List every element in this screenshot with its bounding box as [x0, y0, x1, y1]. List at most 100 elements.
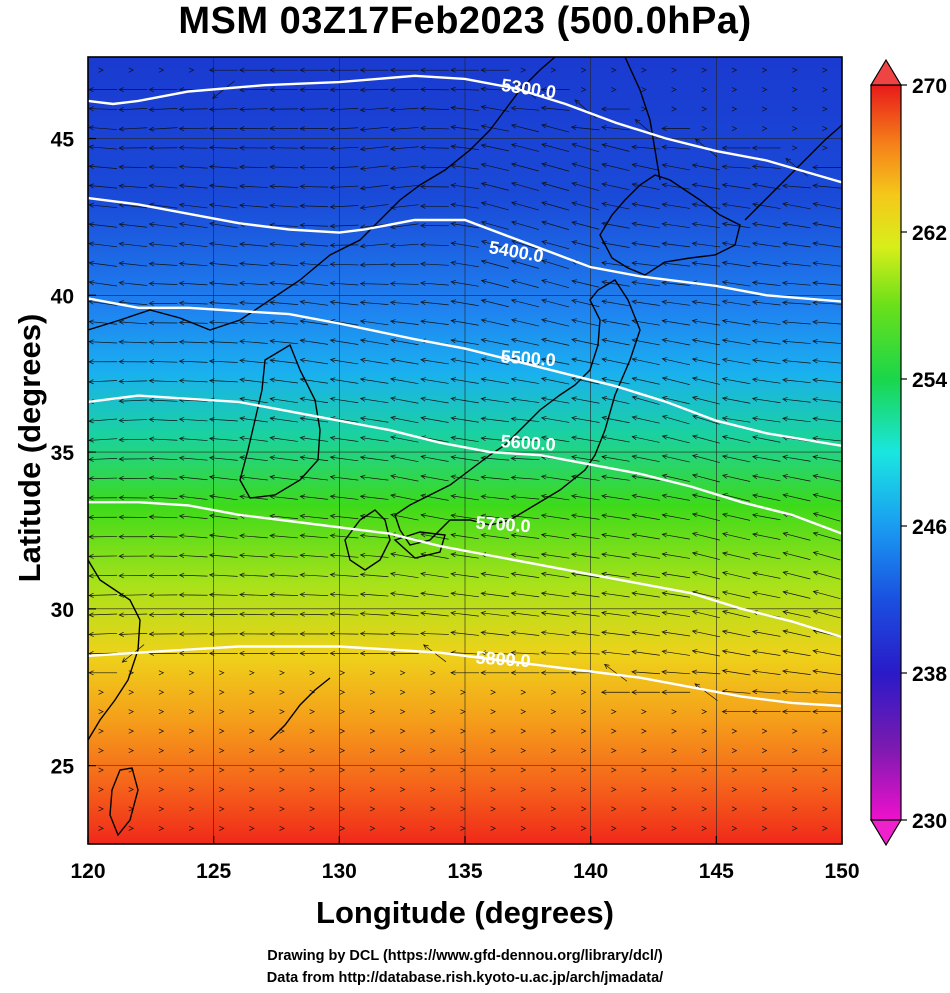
wind-vector-head [731, 786, 738, 792]
wind-vector-head [601, 338, 607, 343]
wind-vector-head [611, 786, 617, 792]
wind-vector [813, 551, 841, 561]
contour-line [88, 645, 842, 708]
wind-vector [149, 535, 178, 538]
wind-vector [662, 243, 691, 248]
wind-vector [812, 262, 841, 267]
wind-vector [662, 320, 690, 326]
wind-vector [360, 456, 389, 462]
wind-vector [420, 417, 449, 423]
wind-vector-head [721, 709, 728, 715]
wind-vector-head [148, 87, 155, 93]
wind-vector-head [118, 534, 124, 540]
wind-vector [149, 419, 178, 422]
wind-vector [330, 593, 359, 597]
wind-vector-head [209, 241, 215, 247]
wind-vector-head [188, 806, 195, 812]
wind-vector-head [269, 611, 275, 617]
wind-vector-head [209, 533, 215, 539]
wind-vector [541, 163, 570, 172]
wind-vector-head [329, 572, 336, 578]
wind-vector-head [420, 125, 426, 131]
wind-vector [511, 553, 540, 559]
wind-vector-head [550, 67, 557, 73]
wind-vector-head [480, 86, 486, 92]
wind-vector-head [541, 240, 547, 245]
wind-vector-head [510, 670, 516, 676]
wind-vector-head [511, 259, 517, 265]
x-tick-label: 145 [699, 860, 734, 883]
wind-vector-head [751, 241, 758, 247]
wind-vector-head [329, 533, 336, 539]
wind-vector-head [430, 825, 436, 831]
wind-vector-head [430, 689, 436, 695]
wind-vector [692, 513, 720, 522]
wind-vector-head [299, 455, 306, 461]
wind-vector-head [785, 157, 791, 164]
wind-vector [662, 203, 691, 209]
wind-vector-head [541, 279, 547, 284]
wind-vector [149, 243, 178, 247]
wind-vector [149, 108, 178, 111]
wind-vector-head [219, 767, 225, 773]
wind-vector [752, 631, 781, 637]
wind-vector-head [721, 668, 728, 674]
wind-vector-head [299, 184, 305, 190]
wind-vector-head [641, 786, 647, 792]
wind-vector [390, 378, 419, 385]
wind-vector-head [782, 416, 788, 422]
wind-vector-head [148, 222, 155, 227]
wind-vector [270, 301, 299, 305]
wind-vector [782, 456, 811, 462]
wind-vector-head [601, 162, 608, 168]
wind-vector-head [239, 435, 245, 441]
wind-vector [420, 166, 449, 168]
wind-vector [300, 495, 329, 500]
wind-vector-head [158, 806, 165, 812]
wind-vector [300, 456, 329, 462]
wind-vector-head [631, 610, 637, 616]
wind-vector [149, 613, 178, 616]
wind-vector-head [631, 474, 638, 480]
wind-vector [89, 223, 118, 228]
wind-vector-head [580, 767, 587, 773]
wind-vector-head [631, 649, 637, 655]
wind-vector [421, 436, 449, 443]
wind-vector-head [279, 748, 285, 754]
wind-vector-head [269, 631, 275, 637]
wind-vector-head [792, 106, 798, 112]
wind-vector [360, 88, 389, 91]
wind-vector-head [661, 532, 668, 538]
wind-vector [632, 396, 660, 405]
wind-vector-head [513, 80, 520, 86]
wind-vector [481, 339, 509, 346]
wind-vector [541, 592, 570, 598]
wind-vector [179, 380, 208, 383]
wind-vector-head [570, 670, 577, 676]
wind-vector-head [128, 67, 135, 73]
y-tick-label: 40 [51, 285, 74, 308]
wind-vector-head [148, 320, 155, 326]
contour-line [88, 74, 842, 184]
wind-vector-head [219, 709, 225, 715]
wind-vector-head [359, 474, 366, 480]
wind-vector-head [570, 552, 577, 558]
wind-vector [149, 341, 178, 343]
wind-vector-head [601, 201, 608, 207]
wind-vector-head [359, 281, 366, 287]
wind-vector-head [731, 748, 738, 754]
wind-vector-head [490, 767, 496, 773]
wind-vector [451, 281, 479, 287]
wind-vector [270, 456, 298, 462]
wind-vector-head [792, 767, 798, 773]
wind-vector [270, 574, 299, 577]
x-tick-label: 140 [573, 860, 608, 883]
wind-vector-head [339, 806, 346, 812]
wind-vector-head [178, 164, 185, 170]
wind-vector [511, 457, 540, 461]
wind-vector-head [631, 513, 638, 519]
wind-vector-head [782, 183, 788, 189]
wind-vector-head [299, 572, 305, 578]
wind-vector-head [389, 185, 396, 191]
wind-vector-head [158, 670, 165, 676]
